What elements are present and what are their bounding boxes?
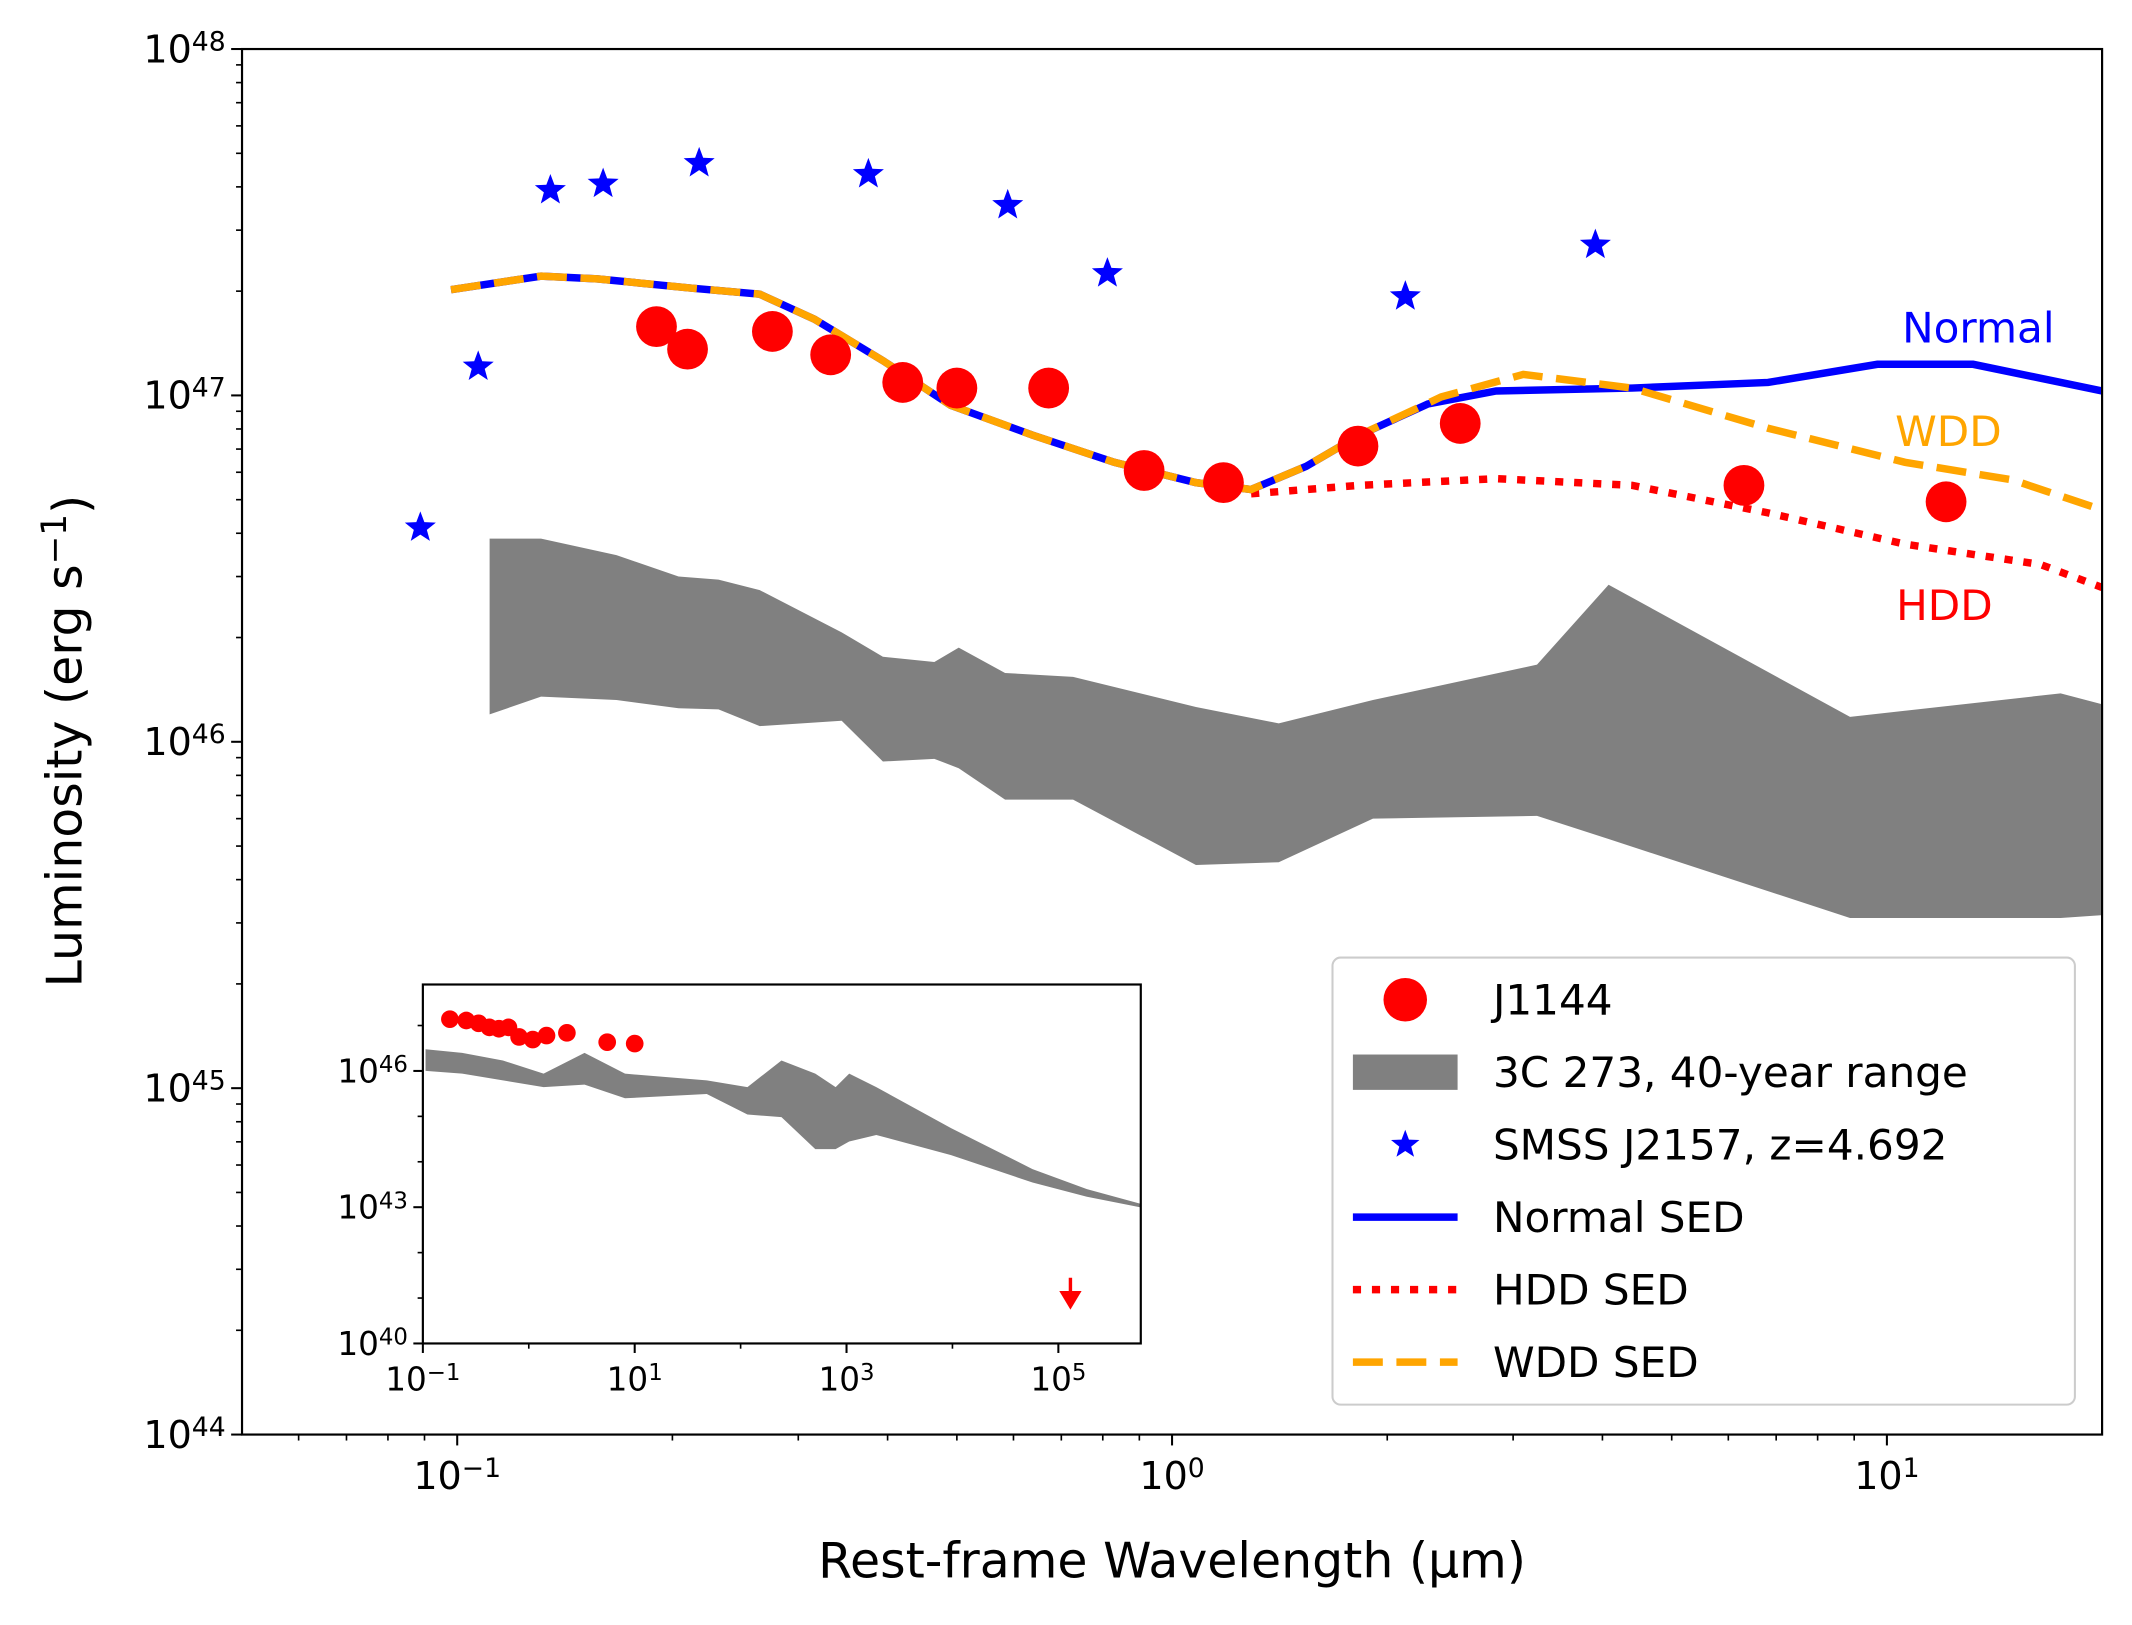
legend-label: SMSS J2157, z=4.692 bbox=[1493, 1121, 1948, 1170]
plot-area bbox=[425, 1049, 1141, 1208]
legend-label: J1144 bbox=[1490, 976, 1613, 1025]
y-tick-label: 1046 bbox=[337, 1052, 408, 1090]
star-point bbox=[683, 146, 715, 177]
y-tick-label: 1048 bbox=[143, 26, 225, 71]
point bbox=[558, 1024, 576, 1042]
point bbox=[441, 1010, 459, 1029]
star-point bbox=[534, 173, 566, 204]
point bbox=[1925, 481, 1967, 523]
point bbox=[667, 328, 708, 370]
band bbox=[425, 1049, 1141, 1208]
y-tick-label: 1044 bbox=[143, 1412, 225, 1457]
legend-label: HDD SED bbox=[1493, 1266, 1689, 1315]
plot-area bbox=[450, 272, 2103, 918]
y-tick-label: 1045 bbox=[143, 1066, 225, 1111]
y-tick-label: 1047 bbox=[143, 373, 225, 418]
legend-box bbox=[1331, 956, 2076, 1406]
star-point bbox=[1091, 257, 1123, 287]
point bbox=[1123, 450, 1165, 491]
x-axis-label: Rest-frame Wavelength (μm) bbox=[818, 1532, 1526, 1589]
band bbox=[489, 538, 2103, 918]
sed-line bbox=[450, 272, 2103, 514]
legend-star bbox=[1391, 1129, 1420, 1157]
y-axis-label: Luminosity (erg s−1) bbox=[35, 495, 100, 988]
point bbox=[1439, 403, 1481, 444]
point bbox=[1203, 462, 1244, 504]
point bbox=[882, 362, 924, 403]
point bbox=[751, 311, 793, 352]
legend-label: WDD SED bbox=[1493, 1338, 1699, 1387]
inset-chart: 10−1 101 103 105 1040 1043 1046 bbox=[337, 983, 1142, 1399]
point bbox=[1337, 425, 1379, 467]
x-tick-label: 103 bbox=[819, 1360, 875, 1398]
point bbox=[537, 1026, 556, 1045]
legend-marker bbox=[1383, 977, 1427, 1022]
point bbox=[810, 334, 852, 376]
star-point bbox=[404, 511, 436, 541]
annotation: WDD bbox=[1895, 407, 2002, 456]
star-point bbox=[1389, 280, 1421, 310]
annotation: Normal bbox=[1902, 304, 2054, 353]
point bbox=[1028, 367, 1070, 409]
point bbox=[523, 1030, 542, 1049]
point bbox=[636, 306, 677, 347]
point bbox=[598, 1033, 617, 1052]
legend-swatch bbox=[1352, 1054, 1458, 1090]
x-tick-label: 101 bbox=[1854, 1453, 1919, 1498]
star-point bbox=[852, 157, 884, 188]
main-chart: 10−1 100 101 1044 1045 1046 1047 1048 Normal WDD H… bbox=[143, 26, 2104, 1498]
x-tick-label: 105 bbox=[1030, 1360, 1086, 1398]
y-tick-label: 1046 bbox=[143, 719, 225, 764]
star-point bbox=[1579, 228, 1611, 259]
x-tick-label: 10−1 bbox=[385, 1360, 460, 1398]
legend: J1144 3C 273, 40-year range SMSS J2157, z=… bbox=[1331, 956, 2076, 1406]
point bbox=[625, 1034, 644, 1053]
legend-label: Normal SED bbox=[1493, 1193, 1745, 1242]
axes-frame bbox=[240, 47, 2104, 1436]
y-tick-label: 1043 bbox=[337, 1188, 408, 1226]
star-point bbox=[992, 188, 1024, 219]
x-tick-label: 100 bbox=[1139, 1453, 1204, 1498]
y-tick-label: 1040 bbox=[337, 1325, 408, 1363]
annotation: HDD bbox=[1896, 581, 1993, 630]
x-tick-label: 10−1 bbox=[413, 1453, 501, 1498]
star-point bbox=[462, 350, 494, 380]
point bbox=[1723, 464, 1765, 506]
point bbox=[936, 367, 978, 409]
x-tick-label: 101 bbox=[607, 1360, 663, 1398]
axes-frame bbox=[421, 983, 1142, 1345]
point bbox=[510, 1028, 528, 1046]
upper-limit-arrow bbox=[1059, 1277, 1082, 1310]
legend-label: 3C 273, 40-year range bbox=[1493, 1048, 1968, 1097]
star-point bbox=[587, 167, 619, 198]
